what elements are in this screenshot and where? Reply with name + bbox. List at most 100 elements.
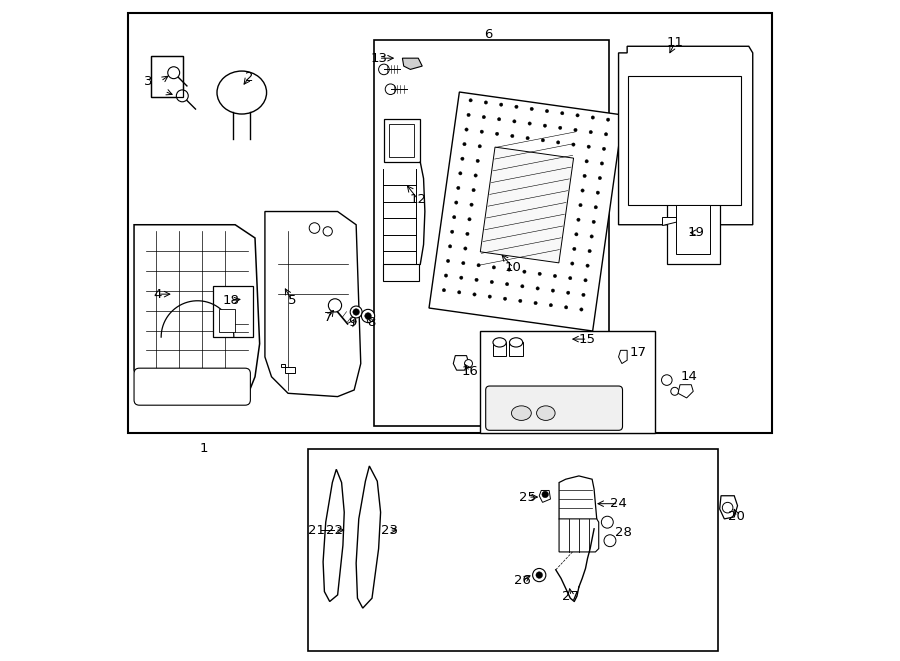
Circle shape [572,143,575,146]
Circle shape [566,291,570,294]
Text: 1: 1 [200,442,209,455]
Bar [628,76,741,205]
Circle shape [586,264,590,267]
Circle shape [508,268,511,271]
FancyBboxPatch shape [486,386,623,430]
Circle shape [587,145,590,148]
Bar [151,56,183,97]
Polygon shape [323,469,344,602]
Circle shape [475,278,478,282]
Bar [128,13,772,433]
Text: 26: 26 [514,574,531,587]
Circle shape [461,157,464,161]
Circle shape [521,285,524,288]
Circle shape [513,120,516,123]
Polygon shape [356,466,381,608]
Circle shape [575,233,578,236]
Text: 24: 24 [610,497,627,510]
Circle shape [526,136,529,139]
Text: 14: 14 [680,370,698,383]
Circle shape [503,297,507,300]
Circle shape [523,270,526,274]
Circle shape [453,215,456,219]
Polygon shape [429,92,623,331]
Circle shape [584,279,587,282]
Circle shape [723,502,733,513]
Text: 17: 17 [630,346,647,359]
Circle shape [590,235,593,238]
Polygon shape [265,212,361,397]
Bar [667,195,720,264]
Bar [509,342,523,356]
Text: 27: 27 [562,590,580,603]
Circle shape [472,188,475,192]
Text: 4: 4 [154,288,162,301]
Circle shape [581,293,585,297]
Circle shape [559,126,562,130]
Text: 12: 12 [410,193,427,206]
Circle shape [467,113,470,116]
Circle shape [476,159,480,163]
Ellipse shape [511,406,531,420]
Circle shape [572,247,576,251]
Polygon shape [559,519,598,552]
Circle shape [564,305,568,309]
Text: 8: 8 [367,316,375,329]
Circle shape [542,491,548,498]
Circle shape [498,118,500,121]
Circle shape [515,105,518,108]
Circle shape [604,535,616,547]
Circle shape [588,249,591,253]
Text: 21: 21 [308,524,325,537]
Circle shape [506,282,508,286]
Bar [676,205,710,254]
Circle shape [577,218,580,221]
Circle shape [544,124,546,128]
Circle shape [528,122,531,125]
Polygon shape [539,490,551,502]
Circle shape [456,186,460,190]
Polygon shape [134,225,259,400]
Circle shape [592,220,596,223]
Bar [382,264,418,281]
Circle shape [465,128,468,131]
Circle shape [457,291,461,294]
Circle shape [590,130,592,134]
Circle shape [518,299,522,303]
Text: 16: 16 [462,365,478,378]
Circle shape [536,287,539,290]
Circle shape [556,141,560,144]
Circle shape [541,139,544,142]
Circle shape [328,299,342,312]
Circle shape [536,572,543,578]
Circle shape [385,84,396,95]
Text: 22: 22 [327,524,344,537]
Circle shape [464,360,473,368]
Circle shape [464,247,467,250]
Text: 6: 6 [484,28,492,41]
Circle shape [460,276,463,280]
Circle shape [583,175,586,178]
Circle shape [323,227,332,236]
Bar [219,309,235,332]
Circle shape [561,112,564,115]
Circle shape [579,204,582,207]
Circle shape [601,516,613,528]
Circle shape [470,203,473,206]
Ellipse shape [493,338,506,347]
Circle shape [454,201,458,204]
Text: 20: 20 [728,510,745,524]
Bar [389,124,414,157]
Circle shape [495,132,499,136]
Polygon shape [720,496,737,519]
Bar [308,449,717,651]
Text: 7: 7 [324,311,333,324]
Circle shape [534,301,537,305]
Circle shape [549,303,553,307]
Circle shape [472,293,476,296]
Bar [374,40,608,426]
Text: 10: 10 [505,261,522,274]
Text: 19: 19 [688,226,705,239]
Bar [384,119,420,162]
Circle shape [538,272,541,276]
